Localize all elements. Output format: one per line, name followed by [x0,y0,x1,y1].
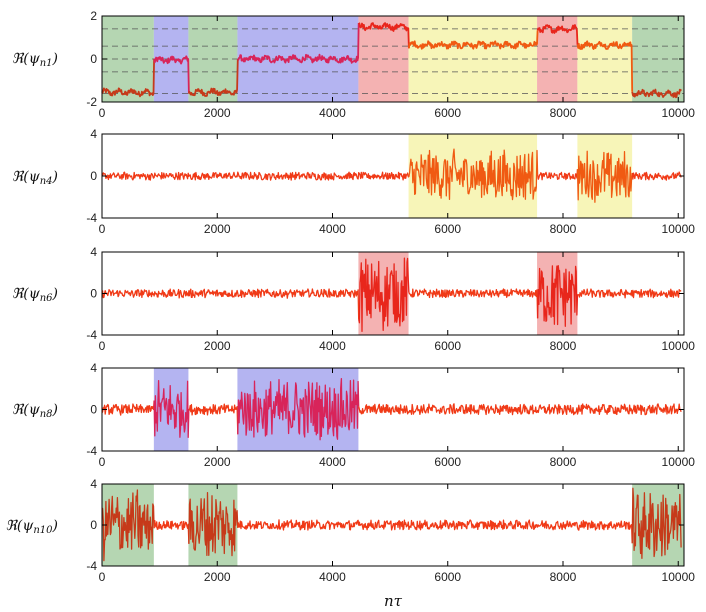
panel-n4-xtick-label: 8000 [550,222,577,236]
panel-n4-series-segment [631,171,682,181]
panel-n10-xtick-label: 8000 [550,570,577,584]
panel-n8-xtick-label: 10000 [662,455,696,469]
panel-n1-xtick-label: 4000 [319,106,346,120]
panel-n8-ytick-label: 4 [90,361,97,375]
panel-n4-ylabel: ℜ(ψn4) [12,169,58,187]
panel-n10-xtick-label: 6000 [434,570,461,584]
panel-n4-series-segment [408,148,539,201]
panel-n6-xtick-label: 2000 [204,339,231,353]
panel-n6-series-segment [408,288,539,319]
panel-n1-ylabel: ℜ(ψn1) [12,51,58,69]
panel-n8: ℜ(ψn8) 0 2000 4000 6000 8000 10000-404 [12,361,695,469]
panel-n4-ytick-label: -4 [86,211,97,225]
panel-n8-xtick-label: 6000 [434,455,461,469]
panel-n8-ylabel: ℜ(ψn8) [12,402,58,420]
panel-n6-xtick-label: 8000 [550,339,577,353]
panel-n10-series-segment [101,489,155,562]
panel-n8-series-segment [153,380,190,439]
panel-n1-series-segment [631,88,682,99]
panel-n1-ytick-label: -2 [86,95,97,109]
x-axis-label: nτ [384,592,403,610]
panel-n4-ytick-label: 4 [90,127,97,141]
panel-n6-ytick-label: 4 [90,245,97,259]
panel-n10-series-segment [631,487,682,559]
panel-n1-xtick-label: 10000 [662,106,696,120]
panel-n1-series-segment [576,40,634,92]
panel-n6-xtick-label: 10000 [662,339,696,353]
panel-n8-xtick-label: 0 [99,455,106,469]
panel-n4: ℜ(ψn4) 0 2000 4000 6000 8000 10000-404 [12,127,695,236]
panel-n1-series-segment [536,24,579,45]
panel-n1-series-segment [237,22,360,64]
panel-n10-xtick-label: 2000 [204,570,231,584]
panel-n1-ytick-label: 2 [90,9,97,23]
panel-n10-xtick-label: 10000 [662,570,696,584]
panel-n4-ytick-label: 0 [90,169,97,183]
panel-n6-xtick-label: 6000 [434,339,461,353]
panel-n4-xtick-label: 2000 [204,222,231,236]
panel-n10-xtick-label: 0 [99,570,106,584]
panel-n10-series-segment [153,520,190,544]
panel-n6-series-segment [101,288,360,320]
panel-n4-xtick-label: 6000 [434,222,461,236]
panel-n4-series-segment [536,169,579,181]
panel-n8-ytick-label: 0 [90,403,97,417]
panel-n6-series-segment [577,288,682,299]
panel-n8-xtick-label: 8000 [550,455,577,469]
panel-n1-series-segment [188,58,239,97]
panel-n10-ytick-label: 4 [90,477,97,491]
panel-n10-ylabel: ℜ(ψn10) [6,518,58,536]
panel-n4-series-segment [101,171,409,181]
panel-n8-series-segment [237,377,360,441]
panel-n1-series-segment [408,30,539,50]
panel-n6-xtick-label: 4000 [319,339,346,353]
panel-n8-series-segment [101,400,155,416]
panel-n8-series-segment [188,403,239,435]
panel-n4-xtick-label: 4000 [319,222,346,236]
panel-n1-xtick-label: 0 [99,106,106,120]
panel-n10-series-segment [188,492,239,557]
panel-n1-ytick-label: 0 [90,52,97,66]
panel-n10-xtick-label: 4000 [319,570,346,584]
panel-n1: ℜ(ψn1) 0 2000 4000 6000 8000 10000-202 [12,9,695,120]
panel-n1-xtick-label: 6000 [434,106,461,120]
panel-n6-ytick-label: 0 [90,287,97,301]
panel-n1-xtick-label: 8000 [550,106,577,120]
panel-n10: ℜ(ψn10) 0 2000 4000 6000 8000 10000-404 [6,477,696,584]
panel-n1-series-segment [358,22,410,49]
panel-n6-series-segment [358,257,410,333]
panel-n1-series-segment [101,58,155,98]
panel-n6-series-segment [536,264,579,327]
panel-n6-ytick-label: -4 [86,328,97,342]
panel-n6-xtick-label: 0 [99,339,106,353]
panel-n4-xtick-label: 0 [99,222,106,236]
panel-n8-xtick-label: 2000 [204,455,231,469]
panel-n8-series-segment [358,403,682,416]
panel-n10-series-segment [237,519,633,544]
panel-n6-ylabel: ℜ(ψn6) [12,286,58,304]
panel-n1-series-segment [153,55,190,94]
panel-n6: ℜ(ψn6) 0 2000 4000 6000 8000 10000-404 [12,245,695,353]
panel-n10-ytick-label: -4 [86,559,97,573]
panel-n8-xtick-label: 4000 [319,455,346,469]
panel-n4-xtick-label: 10000 [662,222,696,236]
panel-n1-xtick-label: 2000 [204,106,231,120]
panel-n10-ytick-label: 0 [90,518,97,532]
panel-n4-series-segment [576,150,633,203]
panel-n8-ytick-label: -4 [86,444,97,458]
